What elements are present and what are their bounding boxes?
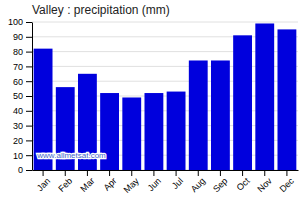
- tick-label: Jul: [170, 176, 185, 191]
- tick-label: Sep: [211, 176, 229, 194]
- tick-label: Oct: [235, 175, 252, 192]
- y-tick: 20: [13, 136, 32, 146]
- bar: [233, 35, 252, 170]
- tick-label: Aug: [189, 176, 207, 194]
- tick-label: 70: [13, 62, 23, 72]
- tick-label: 100: [8, 17, 23, 27]
- bar: [211, 60, 230, 170]
- x-tick: Jun: [146, 170, 163, 193]
- tick-label: 30: [13, 121, 23, 131]
- tick-mark: [26, 126, 32, 127]
- x-tick: Feb: [56, 170, 74, 194]
- tick-mark: [26, 22, 32, 23]
- tick-mark: [65, 170, 66, 176]
- tick-label: 90: [13, 32, 23, 42]
- tick-mark: [26, 155, 32, 156]
- tick-label: 0: [18, 165, 23, 175]
- x-tick: Oct: [235, 170, 252, 193]
- tick-mark: [26, 170, 32, 171]
- bar: [277, 29, 296, 170]
- tick-mark: [286, 170, 287, 176]
- tick-mark: [242, 170, 243, 176]
- y-tick: 90: [13, 32, 32, 42]
- tick-label: Feb: [56, 176, 74, 194]
- x-tick: Dec: [278, 170, 297, 194]
- tick-mark: [109, 170, 110, 176]
- tick-mark: [26, 111, 32, 112]
- x-tick: Mar: [78, 170, 96, 194]
- tick-label: Jun: [146, 176, 163, 193]
- bar: [144, 93, 163, 170]
- y-tick: 70: [13, 62, 32, 72]
- axis-line: [32, 23, 33, 171]
- tick-mark: [26, 66, 32, 67]
- y-tick: 0: [18, 165, 32, 175]
- tick-label: May: [122, 175, 141, 194]
- title: Valley : precipitation (mm): [32, 3, 170, 17]
- tick-label: Jan: [35, 176, 52, 193]
- x-tick: Jul: [170, 170, 185, 191]
- chart-container: 0 10 20 30 40 50 60 70 80 90 100 JanFebMar AprMay Jun…: [0, 0, 306, 200]
- tick-mark: [176, 170, 177, 176]
- tick-mark: [26, 140, 32, 141]
- x-tick: Jan: [35, 170, 52, 193]
- bar: [189, 60, 208, 170]
- tick-label: Mar: [78, 176, 96, 194]
- tick-mark: [26, 81, 32, 82]
- x-tick: Aug: [189, 170, 207, 194]
- tick-label: Apr: [102, 176, 119, 193]
- tick-label: 10: [13, 151, 23, 161]
- tick-mark: [26, 96, 32, 97]
- tick-mark: [87, 170, 88, 176]
- tick-label: Dec: [278, 175, 297, 194]
- tick-mark: [26, 37, 32, 38]
- annotation: www.allmetsat.com: [36, 151, 106, 160]
- x-tick: Apr: [102, 170, 119, 193]
- axis-line: [33, 170, 299, 171]
- tick-label: 20: [13, 136, 23, 146]
- grid: [32, 22, 298, 170]
- tick-mark: [43, 170, 44, 176]
- tick-mark: [264, 170, 265, 176]
- y-tick: 50: [13, 91, 32, 101]
- x-tick: May: [122, 170, 141, 195]
- x-tick: Nov: [255, 170, 274, 194]
- tick-mark: [220, 170, 221, 176]
- tick-label: 60: [13, 77, 23, 87]
- tick-label: 50: [13, 91, 23, 101]
- x-axis: JanFebMar AprMay Jun Jul AugSep OctNovDec: [33, 170, 299, 195]
- y-tick: 100: [8, 17, 32, 27]
- bar: [255, 23, 274, 170]
- tick-mark: [153, 170, 154, 176]
- y-tick: 10: [13, 151, 32, 161]
- x-tick: Sep: [211, 170, 229, 194]
- y-tick: 80: [13, 47, 32, 57]
- bar: [167, 92, 186, 170]
- y-tick: 60: [13, 77, 32, 87]
- bar: [122, 97, 141, 170]
- tick-mark: [131, 170, 132, 176]
- chart-svg: 0 10 20 30 40 50 60 70 80 90 100 JanFebMar AprMay Jun…: [0, 0, 306, 200]
- grid-line: [32, 22, 298, 23]
- y-axis: 0 10 20 30 40 50 60 70 80 90 100: [8, 17, 33, 175]
- tick-mark: [26, 52, 32, 53]
- tick-label: 40: [13, 106, 23, 116]
- y-tick: 30: [13, 121, 32, 131]
- y-tick: 40: [13, 106, 32, 116]
- tick-label: Nov: [255, 175, 274, 194]
- tick-label: 80: [13, 47, 23, 57]
- bars: [34, 23, 297, 170]
- tick-mark: [198, 170, 199, 176]
